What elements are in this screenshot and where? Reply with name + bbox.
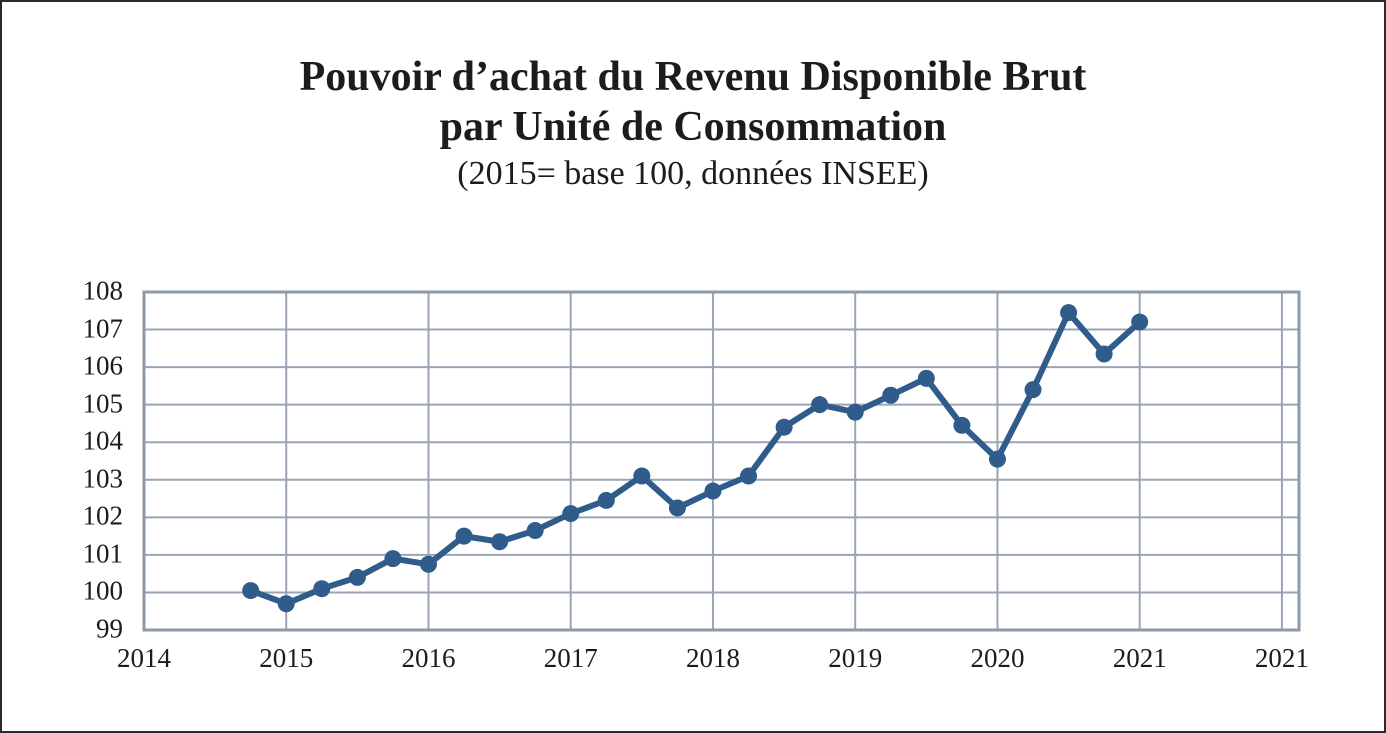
y-axis-tick-label: 108 bbox=[82, 275, 124, 306]
data-line bbox=[247, 309, 1143, 607]
y-axis-tick-label: 103 bbox=[82, 463, 124, 494]
x-axis-tick-label: 2017 bbox=[543, 643, 598, 673]
y-axis-tick-label: 102 bbox=[82, 500, 124, 531]
data-point-marker bbox=[1131, 313, 1149, 331]
data-point-marker bbox=[455, 527, 473, 545]
y-axis-tick-label: 100 bbox=[82, 575, 124, 606]
data-point-marker bbox=[846, 403, 864, 421]
data-point-marker bbox=[526, 521, 544, 539]
data-point-marker bbox=[1095, 345, 1113, 363]
data-point-marker bbox=[811, 396, 829, 414]
x-axis-tick-label: 2019 bbox=[828, 643, 883, 673]
y-axis-tick-label: 107 bbox=[82, 312, 124, 343]
chart-title-line-2: par Unité de Consommation bbox=[439, 104, 947, 150]
data-point-marker bbox=[348, 568, 366, 586]
data-point-marker bbox=[882, 386, 900, 404]
data-point-marker bbox=[597, 491, 615, 509]
x-axis-tick-label: 2016 bbox=[401, 643, 456, 673]
x-axis-tick-label: 2018 bbox=[685, 643, 740, 673]
data-point-marker bbox=[988, 450, 1006, 468]
chart-title-line-1: Pouvoir d’achat du Revenu Disponible Bru… bbox=[299, 54, 1087, 100]
chart-subtitle: (2015= base 100, données INSEE) bbox=[457, 155, 929, 192]
data-point-marker bbox=[1024, 381, 1042, 399]
data-point-marker bbox=[242, 582, 260, 600]
data-point-marker bbox=[953, 416, 971, 434]
data-point-marker bbox=[668, 499, 686, 517]
chart-title-block: Pouvoir d’achat du Revenu Disponible Bru… bbox=[2, 52, 1384, 196]
plot-frame bbox=[142, 290, 1301, 632]
y-axis-tick-label: 104 bbox=[82, 425, 124, 456]
y-axis-tick-label: 99 bbox=[96, 613, 123, 644]
y-axis-tick-label: 101 bbox=[82, 538, 124, 569]
y-axis-tick-label: 105 bbox=[82, 387, 124, 418]
data-point-marker bbox=[704, 482, 722, 500]
y-axis-tick-label: 106 bbox=[82, 350, 124, 381]
data-point-marker bbox=[775, 418, 793, 436]
x-axis-tick-label: 2015 bbox=[259, 643, 314, 673]
x-axis-tick-label: 2020 bbox=[970, 643, 1025, 673]
x-axis-tick-label: 2021 bbox=[1254, 643, 1309, 673]
data-point-marker bbox=[277, 595, 295, 613]
data-point-marker bbox=[313, 580, 331, 598]
x-axis-tick-label: 2014 bbox=[117, 643, 171, 673]
data-point-marker bbox=[740, 467, 758, 485]
data-point-marker bbox=[1060, 304, 1078, 322]
x-axis-tick-label: 2021 bbox=[1112, 643, 1167, 673]
data-point-marker bbox=[562, 505, 580, 523]
data-point-marker bbox=[491, 533, 509, 551]
data-point-marker bbox=[917, 369, 935, 387]
data-point-marker bbox=[633, 467, 651, 485]
data-point-marker bbox=[419, 555, 437, 573]
data-point-marker bbox=[384, 550, 402, 568]
